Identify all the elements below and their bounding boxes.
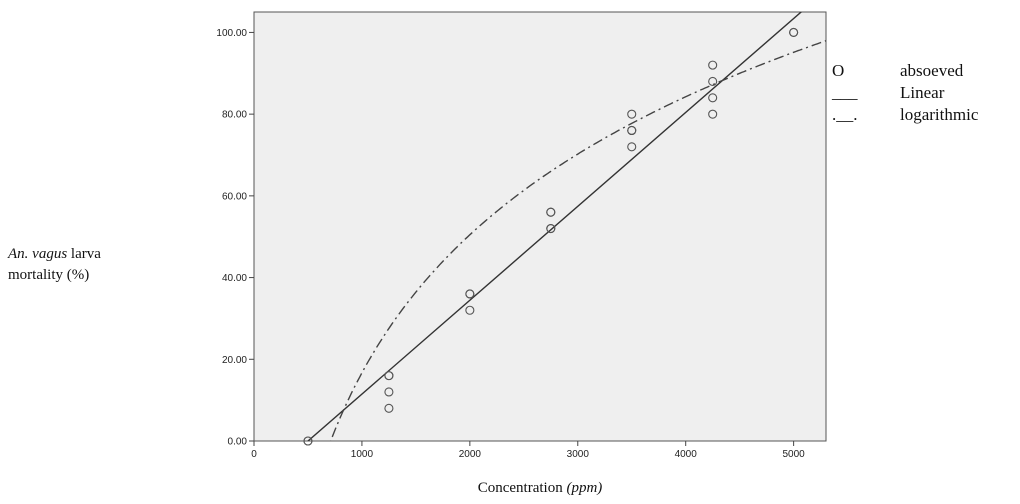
- observed-point: [708, 76, 718, 87]
- observed-point: [708, 93, 718, 103]
- legend-item-linear: ___ Linear: [832, 82, 978, 104]
- observed-point: [789, 27, 799, 37]
- observed-point: [384, 371, 394, 381]
- observed-point: [465, 305, 475, 315]
- observed-point: [384, 403, 394, 413]
- axis-ticks: 0 1000 2000 3000 4000 5000 0.00 20.00 40.00 60.00…: [216, 28, 805, 460]
- x-tick-label: 1000: [351, 449, 374, 460]
- y-tick-label: 80.00: [222, 110, 247, 121]
- legend-item-observed: O absoeved: [832, 60, 978, 82]
- x-axis-label-text: Concentration: [477, 480, 567, 496]
- y-axis-label-rest: larva: [67, 246, 101, 262]
- legend-symbol-logarithmic: .__.: [832, 105, 858, 124]
- y-tick-label: 20.00: [222, 355, 247, 366]
- legend-symbol-linear: ___: [832, 83, 858, 102]
- observed-point: [465, 289, 475, 299]
- y-axis-label-line2: mortality (%): [8, 267, 90, 283]
- x-tick-label: 4000: [675, 449, 698, 460]
- x-axis-label-unit: (ppm): [566, 480, 603, 496]
- x-tick-label: 5000: [782, 449, 805, 460]
- legend-label-linear: Linear: [900, 83, 945, 102]
- plot-area: [253, 11, 827, 442]
- observed-point: [627, 109, 637, 119]
- y-tick-label: 40.00: [222, 273, 247, 284]
- legend-label-logarithmic: logarithmic: [900, 105, 979, 124]
- observed-points: [303, 27, 799, 446]
- legend-label-observed: absoeved: [900, 61, 964, 80]
- observed-point: [627, 142, 637, 152]
- logarithmic-fit-line: [329, 40, 826, 441]
- observed-point: [546, 223, 556, 234]
- fit-lines: [306, 12, 826, 441]
- observed-point: [708, 60, 718, 70]
- x-tick-label: 3000: [567, 449, 590, 460]
- y-tick-label: 60.00: [222, 191, 247, 202]
- observed-point: [546, 207, 556, 217]
- y-axis-label-species: An. vagus: [8, 246, 68, 262]
- y-tick-label: 0.00: [228, 437, 248, 448]
- legend-item-logarithmic: .__. logarithmic: [832, 104, 978, 126]
- x-tick-label: 2000: [459, 449, 482, 460]
- linear-fit-line: [306, 12, 803, 441]
- legend: O absoeved ___ Linear .__. logarithmic: [832, 60, 978, 126]
- observed-point: [303, 436, 313, 446]
- x-tick-label: 0: [251, 449, 257, 460]
- observed-point: [384, 387, 394, 397]
- y-tick-label: 100.00: [216, 28, 247, 39]
- legend-symbol-observed: O: [832, 61, 845, 80]
- y-axis-label: An. vagus larva mortality (%): [8, 244, 101, 286]
- observed-point: [627, 125, 637, 136]
- observed-point: [708, 109, 718, 119]
- x-axis-label: Concentration (ppm): [0, 480, 1020, 497]
